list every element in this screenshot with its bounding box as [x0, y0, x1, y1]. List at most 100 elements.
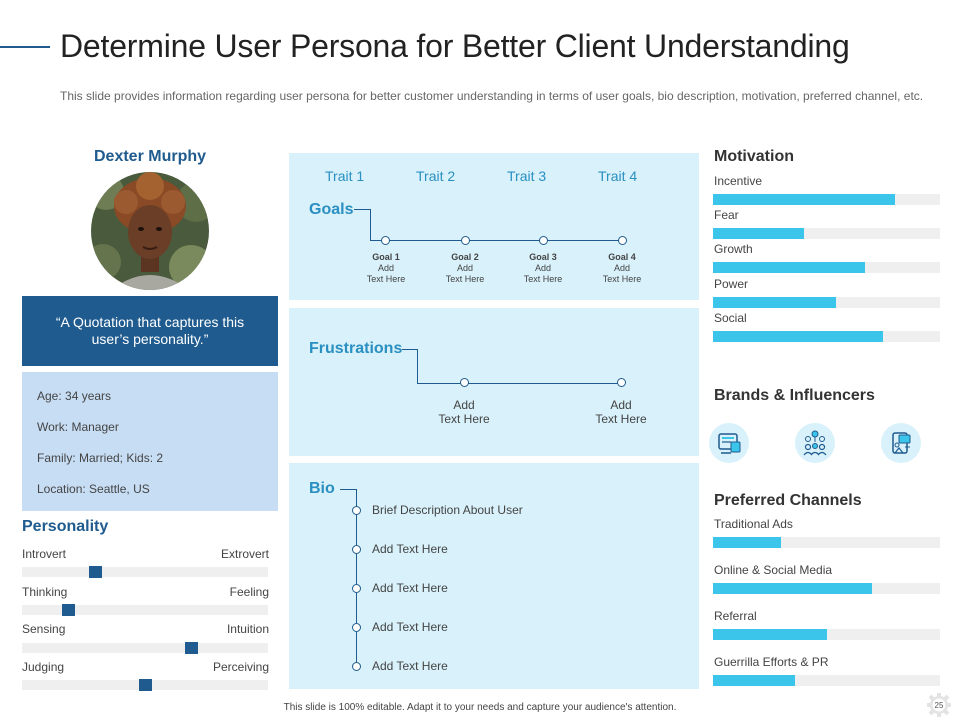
connector-line [402, 349, 417, 350]
scale-left-label: Sensing [22, 622, 66, 636]
page-number: 25 [935, 701, 944, 710]
title-accent-line [0, 46, 50, 48]
personality-scale-track [22, 679, 268, 691]
bio-item: Brief Description About User [372, 503, 523, 517]
timeline-node [617, 378, 626, 387]
channel-bar-fill [713, 583, 872, 594]
brands-title: Brands & Influencers [714, 387, 875, 404]
motivation-label: Social [714, 311, 747, 325]
frustration-text: Add [610, 398, 632, 412]
motivation-label: Growth [714, 242, 753, 256]
timeline-node [618, 236, 627, 245]
motivation-label: Fear [714, 208, 739, 222]
social-media-icon [881, 423, 921, 463]
trait-label: Trait 4 [598, 168, 638, 184]
motivation-bar-fill [713, 194, 895, 205]
scale-left-label: Judging [22, 660, 65, 674]
motivation-bar-fill [713, 331, 884, 342]
personality-title: Personality [22, 518, 109, 535]
channel-label: Traditional Ads [714, 517, 793, 531]
channel-bar-track [713, 629, 940, 640]
channel-bar-track [713, 675, 940, 686]
footer-note: This slide is 100% editable. Adapt it to… [283, 702, 677, 713]
frustrations-timeline [417, 383, 622, 384]
info-location: Location: Seattle, US [37, 482, 150, 496]
scale-right-label: Intuition [226, 622, 269, 636]
motivation-title: Motivation [714, 148, 794, 165]
goal-title: Goal 3 [529, 252, 557, 262]
frustration-text: Text Here [438, 412, 490, 426]
motivation-bar-fill [713, 228, 804, 239]
timeline-node [352, 584, 361, 593]
connector-line [340, 489, 356, 490]
bio-item: Add Text Here [372, 659, 448, 673]
goal-text: Text Here [602, 274, 642, 284]
motivation-bar-track [713, 228, 940, 239]
trait-label: Trait 1 [325, 168, 365, 184]
channel-label: Referral [714, 609, 757, 623]
network-people-icon [795, 423, 835, 463]
personality-scale-marker [89, 566, 103, 578]
motivation-bar-fill [713, 262, 866, 273]
timeline-node [539, 236, 548, 245]
motivation-bar-fill [713, 297, 836, 308]
scale-left-label: Thinking [22, 585, 68, 599]
gear-icon: 25 [927, 693, 951, 717]
channel-bar-fill [713, 629, 827, 640]
motivation-bar-track [713, 331, 940, 342]
connector-line [417, 349, 418, 383]
info-work: Work: Manager [37, 420, 119, 434]
timeline-node [381, 236, 390, 245]
goal-text: Text Here [523, 274, 563, 284]
channels-title: Preferred Channels [714, 492, 862, 509]
channel-label: Guerrilla Efforts & PR [714, 655, 829, 669]
frustration-text: Text Here [595, 412, 647, 426]
scale-right-label: Perceiving [212, 660, 269, 674]
timeline-node [461, 236, 470, 245]
timeline-node [460, 378, 469, 387]
timeline-node [352, 545, 361, 554]
scale-right-label: Extrovert [220, 547, 269, 561]
persona-info-box: Age: 34 years Work: Manager Family: Marr… [22, 372, 278, 511]
trait-label: Trait 2 [416, 168, 456, 184]
goal-text: Add [456, 263, 473, 273]
media-icon [709, 423, 749, 463]
page-title: Determine User Persona for Better Client… [60, 28, 850, 64]
goal-title: Goal 1 [372, 252, 400, 262]
channel-bar-track [713, 537, 940, 548]
goals-title: Goals [309, 201, 354, 218]
timeline-node [352, 506, 361, 515]
personality-scale-track [22, 566, 268, 578]
frustrations-panel: Frustrations Add Text Here Add Text Here [289, 308, 699, 456]
persona-quote: “A Quotation that captures this user’s p… [22, 296, 278, 366]
motivation-label: Incentive [714, 174, 763, 188]
frustrations-title: Frustrations [309, 340, 403, 357]
page-subtitle: This slide provides information regardin… [60, 89, 924, 103]
goal-text: Text Here [366, 274, 406, 284]
channel-bar-fill [713, 537, 782, 548]
goal-text: Add [534, 263, 551, 273]
personality-scale-marker [138, 679, 152, 691]
info-age: Age: 34 years [37, 389, 112, 403]
bio-timeline [356, 489, 357, 667]
connector-line [354, 209, 370, 210]
goal-title: Goal 4 [608, 252, 636, 262]
motivation-bar-track [713, 262, 940, 273]
bio-title: Bio [309, 480, 335, 497]
goal-title: Goal 2 [451, 252, 479, 262]
page-number-badge: 25 [926, 692, 952, 718]
bio-panel: Bio Brief Description About User Add Tex… [289, 463, 699, 689]
goal-text: Add [613, 263, 630, 273]
scale-right-label: Feeling [229, 585, 269, 599]
personality-scale-marker [62, 604, 76, 616]
scale-left-label: Introvert [22, 547, 67, 561]
goal-text: Text Here [445, 274, 485, 284]
personality-scale-marker [185, 642, 199, 654]
timeline-node [352, 662, 361, 671]
motivation-label: Power [714, 277, 749, 291]
channel-label: Online & Social Media [714, 563, 833, 577]
bio-item: Add Text Here [372, 581, 448, 595]
trait-label: Trait 3 [507, 168, 547, 184]
personality-scale-track [22, 604, 268, 616]
bio-item: Add Text Here [372, 542, 448, 556]
